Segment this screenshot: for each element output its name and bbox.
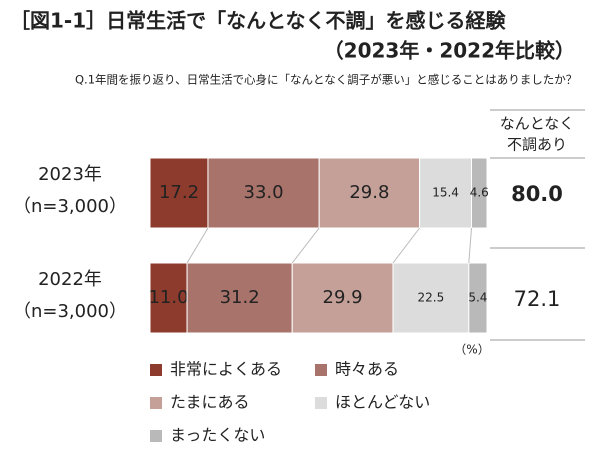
segment-label: 31.2 — [220, 287, 260, 308]
bar-segment — [149, 262, 188, 334]
segment-label: 17.2 — [159, 182, 199, 203]
segment-label: 4.6 — [470, 186, 489, 200]
category-label: 2022年 — [38, 269, 102, 290]
legend-swatch — [150, 364, 162, 376]
summary-header: 不調あり — [507, 136, 567, 154]
segment-label: 29.8 — [349, 182, 389, 203]
bar-segment — [468, 262, 488, 334]
legend-label: まったくない — [170, 426, 265, 445]
bar-segment — [419, 157, 472, 229]
chart-title-line2: （2023年・2022年比較） — [324, 39, 575, 63]
connector-line — [392, 227, 420, 264]
legend-swatch — [150, 397, 162, 409]
bar-segment — [318, 157, 421, 229]
category-label: 2023年 — [38, 164, 102, 185]
segment-label: 29.9 — [323, 287, 363, 308]
segment-label: 15.4 — [432, 186, 459, 200]
sample-size: （n=3,000） — [13, 196, 127, 217]
segment-label: 22.5 — [418, 291, 445, 305]
legend-swatch — [315, 397, 327, 409]
summary-header: なんとなく — [500, 115, 575, 133]
bar-segment — [207, 157, 320, 229]
connector-line — [468, 227, 472, 264]
connector-line — [186, 227, 209, 264]
legend-label: たまにある — [170, 393, 250, 412]
bar-segment — [149, 157, 209, 229]
summary-value: 80.0 — [511, 182, 563, 206]
chart-title: ［図1-1］日常生活で「なんとなく不調」を感じる経験 — [10, 9, 507, 33]
legend-swatch — [315, 364, 327, 376]
connector-line — [291, 227, 320, 264]
bar-segment — [470, 157, 488, 229]
sample-size: （n=3,000） — [13, 301, 127, 322]
bar-segment — [186, 262, 293, 334]
segment-label: 5.4 — [468, 291, 487, 305]
legend-label: 非常によくある — [170, 360, 282, 379]
summary-value: 72.1 — [514, 287, 561, 311]
segment-label: 11.0 — [148, 287, 188, 308]
legend-label: ほとんどない — [335, 393, 430, 412]
segment-label: 33.0 — [244, 182, 284, 203]
legend-label: 時々ある — [335, 360, 399, 379]
subtitle: Q.1年間を振り返り、日常生活で心身に「なんとなく調子が悪い」と感じることはあり… — [75, 73, 577, 87]
unit-label: （%） — [454, 343, 489, 357]
legend-swatch — [150, 430, 162, 442]
